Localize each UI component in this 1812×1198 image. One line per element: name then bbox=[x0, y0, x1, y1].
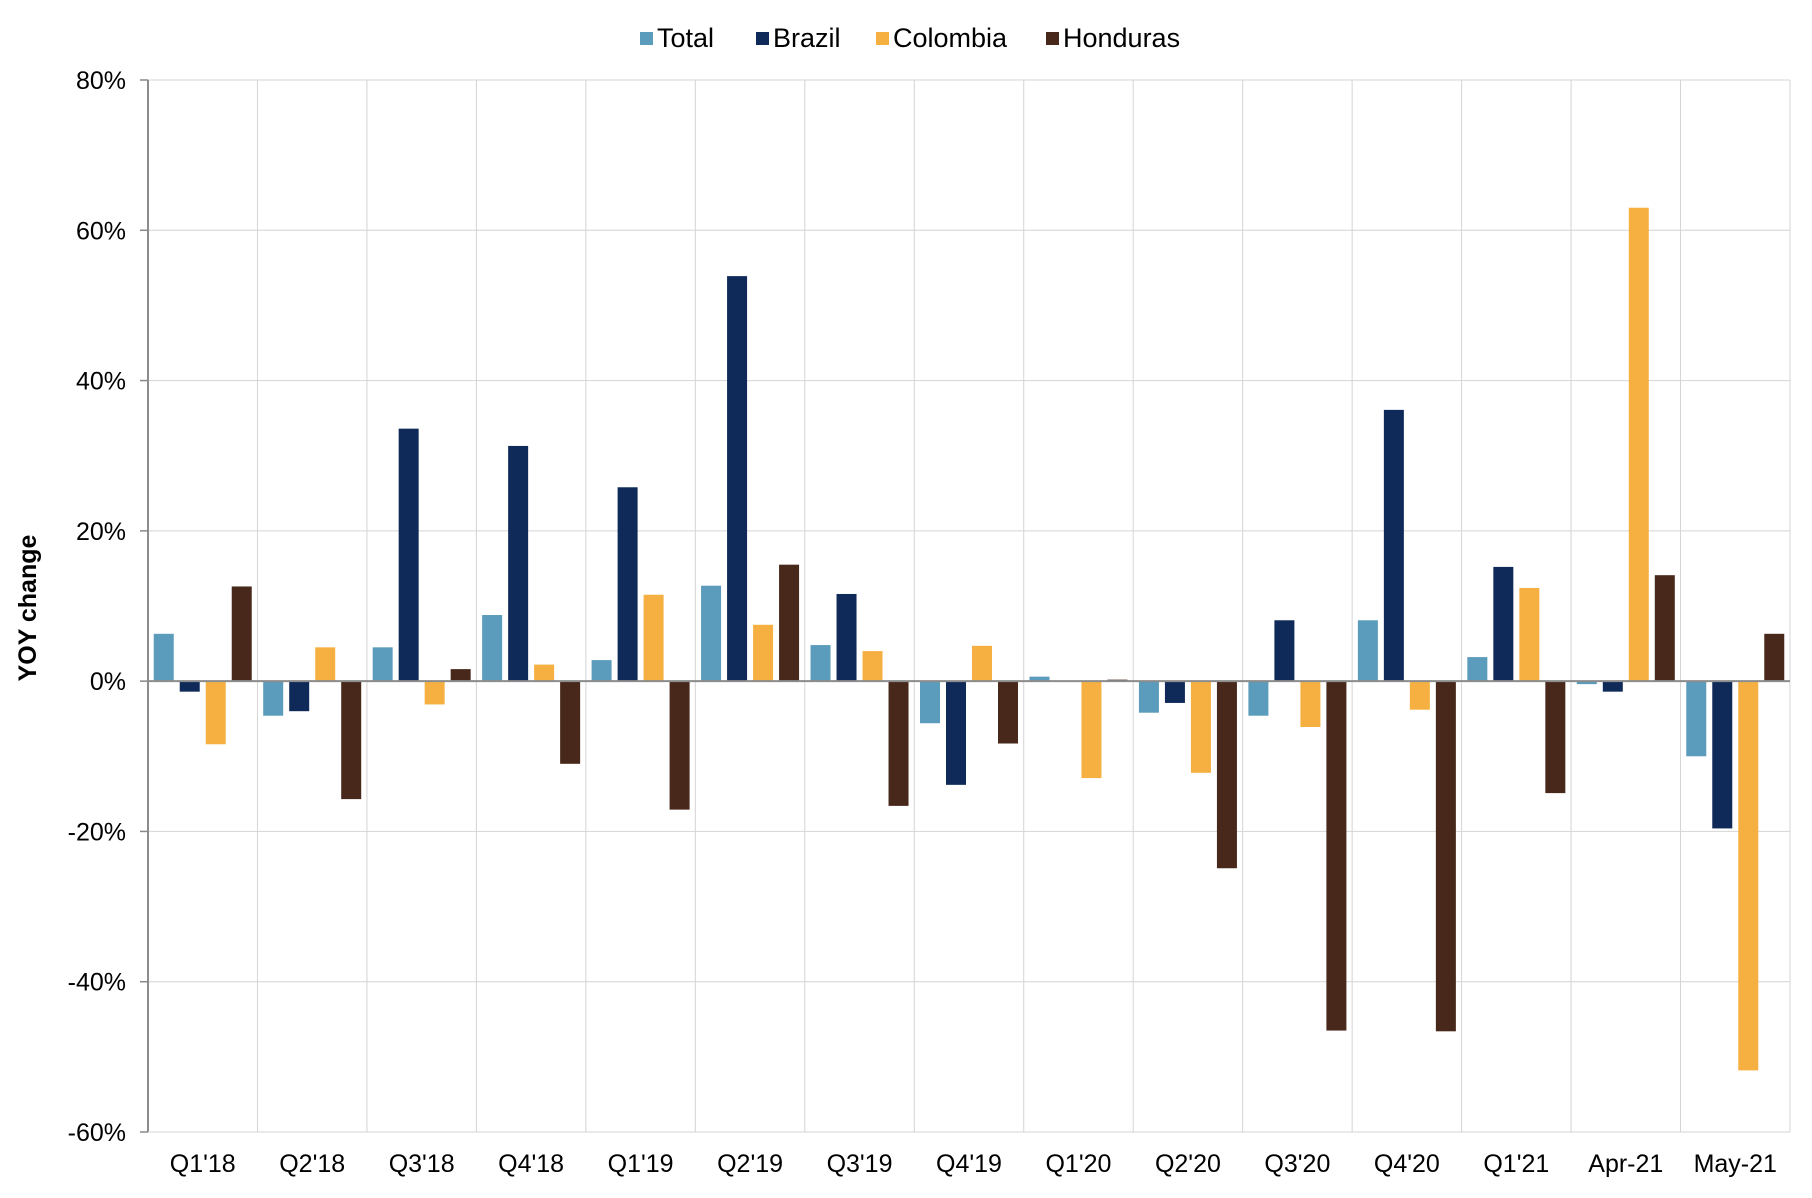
y-tick-label: -20% bbox=[68, 818, 126, 846]
bar-honduras-3 bbox=[560, 681, 581, 764]
bar-honduras-12 bbox=[1545, 681, 1566, 794]
legend: Total Brazil Colombia Honduras bbox=[640, 23, 1180, 53]
y-tick-label: -40% bbox=[68, 969, 126, 997]
bar-brazil-5 bbox=[727, 276, 748, 682]
bar-total-13 bbox=[1576, 681, 1597, 685]
x-tick-label: Q2'20 bbox=[1155, 1150, 1221, 1178]
bar-brazil-6 bbox=[836, 593, 857, 682]
bar-brazil-0 bbox=[179, 681, 200, 692]
legend-swatch-honduras bbox=[1046, 32, 1059, 45]
legend-swatch-total bbox=[640, 32, 653, 45]
bar-colombia-5 bbox=[753, 624, 774, 682]
x-tick-label: Q4'20 bbox=[1374, 1150, 1440, 1178]
bar-honduras-0 bbox=[231, 586, 252, 682]
bar-total-0 bbox=[153, 633, 174, 682]
y-axis-title: YOY change bbox=[14, 535, 42, 682]
gridlines bbox=[148, 79, 1791, 1133]
bar-total-2 bbox=[372, 647, 393, 682]
bar-brazil-14 bbox=[1712, 681, 1733, 829]
bar-colombia-9 bbox=[1190, 681, 1211, 773]
bar-colombia-2 bbox=[424, 681, 445, 705]
x-tick-label: Q1'20 bbox=[1045, 1150, 1111, 1178]
bar-honduras-7 bbox=[998, 681, 1018, 744]
bar-honduras-1 bbox=[341, 681, 362, 800]
y-tick-label: 80% bbox=[76, 67, 126, 95]
bar-honduras-13 bbox=[1654, 575, 1675, 682]
bar-brazil-10 bbox=[1274, 620, 1295, 682]
bar-total-10 bbox=[1248, 681, 1269, 716]
x-tick-label: Apr-21 bbox=[1588, 1150, 1663, 1178]
bar-brazil-2 bbox=[398, 428, 419, 682]
y-tick-label: 0% bbox=[90, 668, 126, 696]
y-tick-label: -60% bbox=[68, 1119, 126, 1147]
bar-brazil-7 bbox=[946, 681, 966, 785]
x-tick-label: Q4'18 bbox=[498, 1150, 564, 1178]
bar-colombia-13 bbox=[1628, 207, 1649, 682]
x-tick-label: Q3'18 bbox=[389, 1150, 455, 1178]
bar-honduras-2 bbox=[450, 669, 471, 682]
bar-colombia-1 bbox=[315, 647, 336, 682]
bar-brazil-11 bbox=[1383, 409, 1404, 682]
x-tick-label: Q4'19 bbox=[936, 1150, 1002, 1178]
bar-brazil-3 bbox=[508, 445, 529, 682]
x-tick-label: Q3'19 bbox=[827, 1150, 893, 1178]
x-tick-label: Q2'19 bbox=[717, 1150, 783, 1178]
bar-honduras-9 bbox=[1216, 681, 1237, 869]
bar-honduras-6 bbox=[888, 681, 909, 806]
x-tick-label: May-21 bbox=[1694, 1150, 1777, 1178]
bar-total-3 bbox=[482, 615, 503, 682]
axes bbox=[140, 79, 1790, 1133]
legend-swatch-colombia bbox=[876, 32, 889, 45]
bar-colombia-11 bbox=[1409, 681, 1430, 710]
bar-total-12 bbox=[1467, 657, 1488, 682]
bar-colombia-14 bbox=[1738, 681, 1759, 1071]
bar-total-4 bbox=[591, 660, 612, 682]
bar-honduras-4 bbox=[669, 681, 690, 810]
bar-honduras-5 bbox=[779, 564, 800, 682]
bar-colombia-7 bbox=[972, 645, 992, 682]
x-tick-label: Q1'19 bbox=[608, 1150, 674, 1178]
legend-label-colombia: Colombia bbox=[893, 23, 1008, 53]
bar-colombia-10 bbox=[1300, 681, 1321, 727]
bar-honduras-14 bbox=[1764, 633, 1785, 682]
x-tick-label: Q1'18 bbox=[170, 1150, 236, 1178]
bar-total-7 bbox=[920, 681, 940, 724]
bar-colombia-8 bbox=[1081, 681, 1102, 779]
bars bbox=[153, 207, 1785, 1071]
bar-brazil-9 bbox=[1164, 681, 1185, 703]
bar-brazil-13 bbox=[1602, 681, 1623, 692]
bar-total-6 bbox=[810, 645, 831, 682]
bar-total-14 bbox=[1686, 681, 1707, 757]
x-tick-label: Q3'20 bbox=[1264, 1150, 1330, 1178]
tick-labels: 80% 60% 40% 20% 0% -20% -40% -60% Q1'18 Q2'18 Q3'1… bbox=[68, 67, 1777, 1178]
bar-colombia-12 bbox=[1519, 587, 1540, 682]
bar-honduras-10 bbox=[1326, 681, 1347, 1031]
legend-label-brazil: Brazil bbox=[773, 23, 841, 53]
bar-brazil-4 bbox=[617, 487, 638, 682]
y-tick-label: 20% bbox=[76, 518, 126, 546]
x-tick-label: Q1'21 bbox=[1483, 1150, 1549, 1178]
x-tick-label: Q2'18 bbox=[279, 1150, 345, 1178]
bar-honduras-11 bbox=[1435, 681, 1456, 1032]
bar-brazil-12 bbox=[1493, 566, 1514, 682]
bar-total-8 bbox=[1029, 676, 1050, 682]
bar-total-11 bbox=[1357, 620, 1378, 682]
bar-brazil-1 bbox=[289, 681, 310, 712]
legend-label-honduras: Honduras bbox=[1063, 23, 1180, 53]
bar-total-1 bbox=[263, 681, 284, 716]
bar-colombia-0 bbox=[205, 681, 226, 745]
legend-swatch-brazil bbox=[756, 32, 769, 45]
bar-total-5 bbox=[701, 585, 722, 682]
y-tick-label: 40% bbox=[76, 368, 126, 396]
bar-colombia-3 bbox=[534, 664, 555, 682]
y-tick-label: 60% bbox=[76, 217, 126, 245]
bar-colombia-4 bbox=[643, 594, 664, 682]
legend-label-total: Total bbox=[657, 23, 714, 53]
bar-total-9 bbox=[1138, 681, 1159, 713]
bar-colombia-6 bbox=[862, 651, 883, 682]
